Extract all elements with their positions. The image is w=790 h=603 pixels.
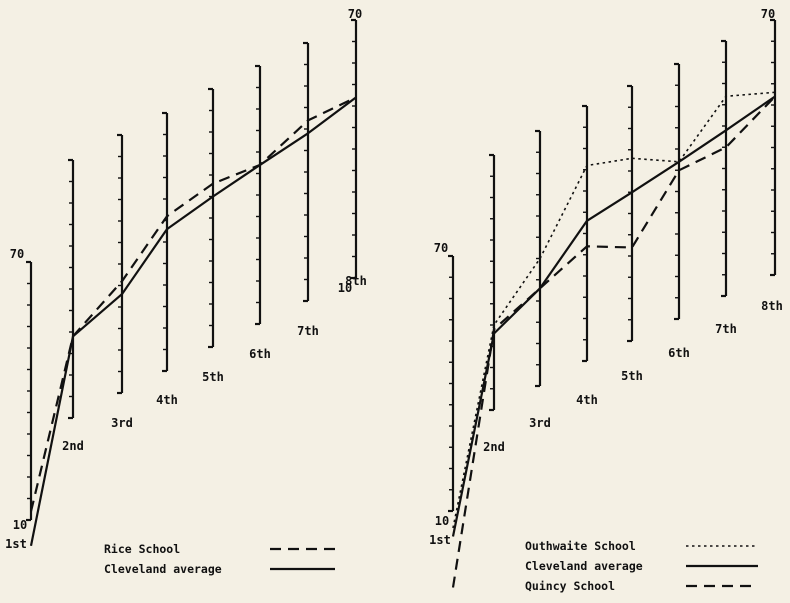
legend-label: Quincy School: [525, 579, 615, 593]
tick-label-grade: 7th: [297, 324, 319, 338]
tick-label-grade: 4th: [156, 393, 178, 407]
tick-label-grade: 2nd: [483, 440, 505, 454]
tick-label-grade: 8th: [761, 299, 783, 313]
tick-label-grade: 5th: [621, 369, 643, 383]
tick-label-grade: 1st: [5, 537, 27, 551]
tick-label-grade: 4th: [576, 393, 598, 407]
tick-label-bottom: 10: [338, 281, 352, 295]
tick-label-grade: 5th: [202, 370, 224, 384]
legend-label: Outhwaite School: [525, 539, 636, 553]
tick-label-grade: 7th: [715, 322, 737, 336]
series-line-1: [29, 96, 357, 547]
tick-label-top: 70: [348, 7, 362, 21]
tick-label-bottom: 10: [13, 518, 27, 532]
series-line-0: [29, 96, 357, 512]
legend-label: Cleveland average: [525, 559, 643, 573]
series-line-0: [452, 91, 776, 529]
series-line-1: [451, 95, 776, 537]
tick-label-bottom: 10: [435, 514, 449, 528]
tick-label-grade: 8th: [345, 274, 367, 288]
legend-label: Cleveland average: [104, 562, 222, 576]
tick-label-grade: 3rd: [529, 416, 551, 430]
tick-label-top: 70: [434, 241, 448, 255]
tick-label-grade: 3rd: [111, 416, 133, 430]
tick-label-grade: 1st: [429, 533, 451, 547]
legend-label: Rice School: [104, 542, 180, 556]
tick-label-top: 70: [761, 7, 775, 21]
tick-label-grade: 2nd: [62, 439, 84, 453]
tick-label-top: 70: [10, 247, 24, 261]
series-line-2: [451, 95, 776, 588]
chart-panel-2: 1st 2nd 3rd 4th 5th 6th 7th 8th 70 70 10 Outhwaite …: [429, 7, 783, 593]
chart-panel-1: 1st 2nd 3rd 4th 5th 6th 7th 8th 70 70 10 10 Rice Sch…: [5, 7, 367, 576]
tick-label-grade: 6th: [668, 346, 690, 360]
tick-label-grade: 6th: [249, 347, 271, 361]
